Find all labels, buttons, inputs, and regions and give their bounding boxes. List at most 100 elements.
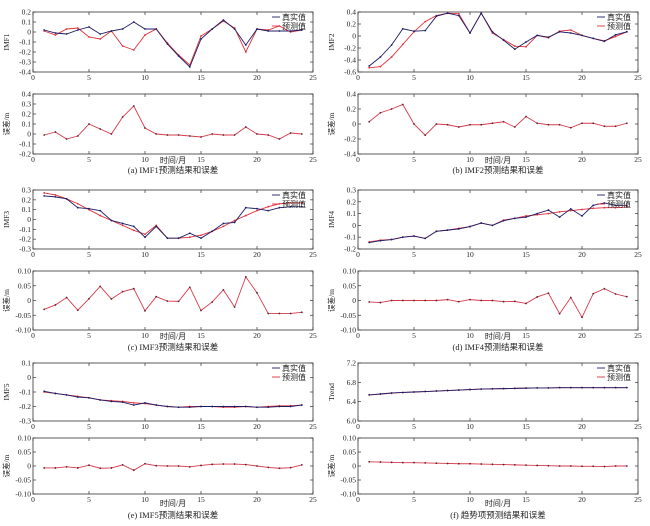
error-series-point xyxy=(166,134,169,136)
error-series-point xyxy=(267,134,270,136)
actual-series-point xyxy=(144,401,146,404)
actual-series-point xyxy=(413,391,415,393)
error-series-point xyxy=(211,133,214,135)
error-series-point xyxy=(614,465,617,467)
x-tick-label: 15 xyxy=(522,331,530,340)
x-tick-label: 0 xyxy=(31,73,35,82)
y-tick-label: 0.1 xyxy=(22,18,32,27)
y-tick-label: -0.4 xyxy=(344,150,356,159)
actual-series-point xyxy=(401,236,404,239)
predicted-series-point xyxy=(244,51,247,53)
x-tick-label: 0 xyxy=(31,422,35,431)
x-tick-label: 0 xyxy=(31,331,35,340)
actual-series-point xyxy=(424,390,427,393)
x-tick-label: 15 xyxy=(522,155,530,164)
error-series-point xyxy=(558,312,561,315)
x-axis-label: 时间/月 xyxy=(485,331,511,341)
error-series-point xyxy=(222,463,225,465)
error-axes: -0.10 -0.05 0 0.05 0.10 0 5 10 15 20 25 误差/m xyxy=(326,267,642,341)
error-series-point xyxy=(625,465,628,467)
x-tick-label: 5 xyxy=(87,73,91,82)
error-series-point xyxy=(525,115,527,118)
x-tick-label: 5 xyxy=(412,250,416,259)
actual-series-point xyxy=(166,237,169,240)
error-series xyxy=(368,287,628,319)
error-series-point xyxy=(121,116,124,118)
error-series-point xyxy=(267,312,270,315)
y-tick-label: 0 xyxy=(352,296,356,305)
actual-series-point xyxy=(166,43,169,45)
error-series-point xyxy=(457,300,460,303)
actual-series-point xyxy=(558,386,561,389)
x-tick-label: 5 xyxy=(412,331,416,340)
legend-label-actual: 真实值 xyxy=(282,12,306,22)
actual-series-point xyxy=(132,21,135,23)
x-tick-label: 5 xyxy=(87,495,91,504)
x-tick-label: 20 xyxy=(253,495,261,504)
y-tick-label: -0.05 xyxy=(340,311,356,320)
actual-series-point xyxy=(446,389,449,392)
error-series-point xyxy=(166,465,169,467)
y-tick-label: 0.2 xyxy=(22,110,32,119)
actual-series-point xyxy=(211,230,214,233)
actual-series-point xyxy=(211,405,214,408)
y-tick-label: 0.1 xyxy=(22,205,32,214)
y-tick-label: 6.0 xyxy=(347,417,357,426)
actual-series-point xyxy=(54,32,57,34)
error-series-point xyxy=(278,138,281,140)
y-tick-label: 0.2 xyxy=(347,20,357,29)
x-tick-label: 0 xyxy=(356,495,360,504)
error-series-point xyxy=(200,464,202,467)
actual-series-point xyxy=(558,216,561,219)
error-series-point xyxy=(155,295,158,298)
predicted-series-point xyxy=(132,401,135,404)
predicted-series-point xyxy=(76,27,79,29)
predicted-series-point xyxy=(525,45,527,48)
y-tick-label: 0.10 xyxy=(343,434,356,443)
actual-series-point xyxy=(379,393,382,395)
x-tick-label: 0 xyxy=(31,495,35,504)
y-tick-label: 0.05 xyxy=(343,448,356,457)
actual-series-point xyxy=(222,19,225,21)
error-series-point xyxy=(491,122,494,125)
error-series-point xyxy=(435,299,438,302)
predicted-series-point xyxy=(144,233,146,236)
actual-series-point xyxy=(289,405,292,408)
actual-series-point xyxy=(132,404,135,406)
x-tick-label: 10 xyxy=(466,250,474,259)
error-series-point xyxy=(65,465,68,468)
predicted-series-point xyxy=(144,34,146,36)
actual-series-point xyxy=(188,232,191,235)
actual-series-point xyxy=(614,204,617,207)
x-tick-label: 0 xyxy=(31,155,35,164)
x-tick-label: 25 xyxy=(309,155,317,164)
actual-series-point xyxy=(625,204,628,207)
predicted-series-line xyxy=(369,12,627,69)
actual-series-point xyxy=(446,229,449,232)
y-tick-label: -0.1 xyxy=(19,388,31,397)
actual-series-point xyxy=(569,386,572,389)
error-series xyxy=(43,462,303,472)
error-series-point xyxy=(569,465,572,467)
x-tick-label: 20 xyxy=(253,250,261,259)
error-series xyxy=(43,105,303,140)
actual-series-point xyxy=(457,228,460,230)
actual-series-point xyxy=(513,48,516,51)
error-series-point xyxy=(614,293,617,295)
actual-series-line xyxy=(44,19,302,68)
actual-series-point xyxy=(457,389,460,391)
x-tick-label: 5 xyxy=(87,331,91,340)
actual-series-point xyxy=(614,33,617,36)
axes-frame xyxy=(32,11,314,73)
axes-frame xyxy=(357,362,639,422)
x-tick-label: 25 xyxy=(309,250,317,259)
y-tick-label: 0.2 xyxy=(347,197,357,206)
x-tick-label: 5 xyxy=(87,250,91,259)
y-tick-label: 0.2 xyxy=(347,105,357,114)
x-tick-label: 10 xyxy=(466,422,474,431)
y-tick-label: 0.2 xyxy=(22,195,32,204)
actual-series xyxy=(43,195,303,240)
predicted-series xyxy=(368,12,628,69)
actual-series-point xyxy=(244,405,247,408)
